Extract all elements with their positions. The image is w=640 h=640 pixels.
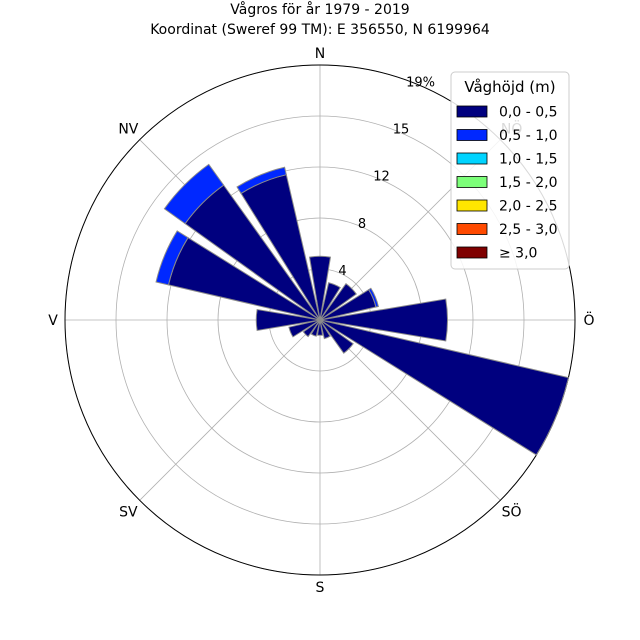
legend-label: 1,5 - 2,0 bbox=[499, 175, 557, 191]
radial-tick-label: 12 bbox=[373, 170, 390, 185]
legend-swatch bbox=[456, 105, 488, 118]
outer-circle bbox=[64, 64, 576, 576]
legend-label: ≥ 3,0 bbox=[499, 246, 537, 262]
sector-bar bbox=[255, 308, 321, 332]
direction-label: Ö bbox=[583, 311, 594, 329]
direction-label: V bbox=[48, 313, 58, 329]
radial-tick-label: 8 bbox=[358, 217, 366, 232]
sector-bar bbox=[163, 163, 225, 225]
sector-bar bbox=[310, 319, 321, 337]
legend-label: 0,0 - 0,5 bbox=[499, 105, 557, 121]
legend-title: Våghöjd (m) bbox=[464, 78, 555, 96]
legend-label: 1,0 - 1,5 bbox=[499, 152, 557, 168]
chart-title: Vågros för år 1979 - 2019 bbox=[230, 1, 409, 18]
direction-label: N bbox=[315, 46, 325, 62]
sector-bar bbox=[319, 319, 331, 340]
sector-bar bbox=[308, 255, 332, 321]
direction-label: SV bbox=[119, 505, 138, 521]
sector-bar bbox=[319, 319, 354, 354]
sector-bar bbox=[155, 230, 189, 286]
legend-swatch bbox=[456, 176, 488, 188]
legend-swatch bbox=[456, 223, 488, 235]
sector-bar bbox=[319, 319, 570, 456]
legend: Våghöjd (m) 0,0 - 0,5 0,5 - 1,0 1,0 - 1,5 1… bbox=[450, 71, 570, 270]
radial-tick-label: 15 bbox=[393, 123, 410, 138]
legend-box bbox=[450, 71, 570, 270]
radial-tick-labels: 4 8 12 15 19% bbox=[338, 75, 435, 278]
radial-tick-label: 4 bbox=[338, 264, 346, 279]
legend-label: 2,0 - 2,5 bbox=[499, 199, 557, 215]
direction-label: S bbox=[316, 580, 325, 596]
grid-spoke bbox=[139, 319, 321, 501]
sector-bar bbox=[316, 319, 324, 336]
sector-bar bbox=[236, 166, 287, 195]
sector-bar bbox=[319, 282, 341, 321]
direction-label: NV bbox=[118, 121, 138, 137]
sector-bar bbox=[367, 287, 379, 308]
legend-swatch bbox=[456, 246, 488, 259]
sector-bar bbox=[319, 298, 448, 342]
sector-bars bbox=[155, 163, 570, 456]
legend-swatch bbox=[456, 152, 488, 165]
sector-bar bbox=[288, 319, 321, 338]
grid-spoke bbox=[319, 319, 501, 501]
sector-bar bbox=[302, 319, 321, 338]
legend-label: 2,5 - 3,0 bbox=[499, 222, 557, 238]
legend-entries: 0,0 - 0,5 0,5 - 1,0 1,0 - 1,5 1,5 - 2,0 2,0 … bbox=[456, 105, 557, 262]
radial-tick-label: 19% bbox=[406, 75, 435, 90]
chart-subtitle: Koordinat (Sweref 99 TM): E 356550, N 61… bbox=[150, 22, 490, 38]
legend-swatch bbox=[456, 129, 488, 141]
direction-label: SÖ bbox=[502, 503, 522, 521]
sector-bar bbox=[319, 282, 358, 321]
legend-swatch bbox=[456, 199, 488, 212]
legend-label: 0,5 - 1,0 bbox=[499, 128, 557, 144]
